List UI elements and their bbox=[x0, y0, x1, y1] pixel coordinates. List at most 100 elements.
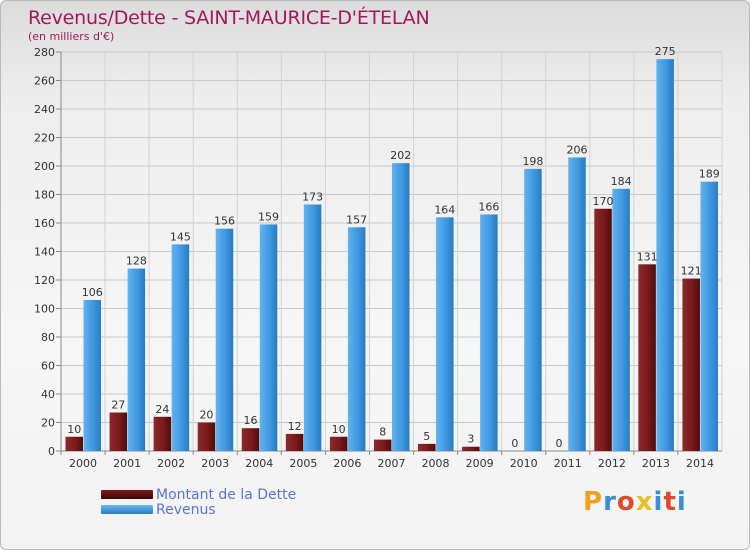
bar-dette bbox=[682, 278, 700, 451]
data-label: 12 bbox=[288, 420, 302, 433]
bar-dette bbox=[241, 428, 260, 451]
data-label: 170 bbox=[593, 195, 614, 208]
bar-revenus bbox=[392, 163, 410, 451]
grid-lines bbox=[60, 51, 723, 452]
bar-revenus bbox=[480, 214, 498, 451]
data-labels: 10 27 24 20 16 12 10 8 5 3 0 0 170 131 121 106 128 145 156… bbox=[67, 45, 719, 450]
bar-dette bbox=[285, 433, 304, 451]
y-tick-label: 200 bbox=[34, 160, 55, 173]
y-tick-label: 40 bbox=[41, 388, 55, 401]
x-tick-label: 2003 bbox=[201, 457, 229, 470]
bar-revenus bbox=[612, 188, 630, 452]
legend-swatch-revenus bbox=[101, 505, 153, 514]
x-tick-label: 2002 bbox=[157, 457, 185, 470]
bar-revenus bbox=[259, 224, 278, 451]
y-tick-label: 0 bbox=[48, 445, 55, 458]
logo-letter: i bbox=[653, 487, 664, 517]
data-label: 189 bbox=[699, 168, 720, 181]
chart-title: Revenus/Dette - SAINT-MAURICE-D'ÉTELAN bbox=[28, 7, 430, 29]
data-label: 145 bbox=[170, 230, 191, 243]
x-tick-label: 2013 bbox=[642, 457, 670, 470]
bar-dette bbox=[329, 436, 348, 451]
bar-revenus bbox=[127, 268, 146, 451]
bar-dette bbox=[65, 436, 83, 451]
bar-revenus bbox=[215, 228, 234, 451]
bar-revenus bbox=[171, 244, 190, 451]
y-tick-label: 80 bbox=[41, 331, 55, 344]
y-tick-label: 60 bbox=[41, 360, 55, 373]
data-label: 206 bbox=[567, 143, 588, 156]
x-tick-label: 2006 bbox=[333, 457, 361, 470]
bar-dette bbox=[153, 416, 172, 451]
data-label: 128 bbox=[126, 255, 147, 268]
data-label: 166 bbox=[478, 200, 499, 213]
bar-dette bbox=[594, 208, 612, 451]
proxiti-logo: Proxiti bbox=[583, 487, 687, 517]
data-label: 24 bbox=[155, 403, 169, 416]
data-label: 5 bbox=[423, 430, 430, 443]
data-label: 164 bbox=[434, 203, 455, 216]
bar-revenus bbox=[83, 299, 102, 451]
bar-revenus bbox=[700, 181, 718, 452]
logo-letter: P bbox=[583, 487, 604, 517]
x-tick-label: 2005 bbox=[289, 457, 317, 470]
legend-swatch-debt bbox=[101, 490, 153, 499]
bar-revenus bbox=[524, 168, 542, 451]
data-label: 27 bbox=[111, 399, 125, 412]
y-tick-label: 160 bbox=[34, 217, 55, 230]
data-label: 173 bbox=[302, 190, 323, 203]
data-label: 157 bbox=[346, 213, 367, 226]
bar-dette bbox=[197, 422, 216, 451]
y-tick-label: 260 bbox=[34, 75, 55, 88]
data-label: 10 bbox=[332, 423, 346, 436]
data-label: 184 bbox=[611, 175, 632, 188]
x-tick-label: 2012 bbox=[598, 457, 626, 470]
data-label: 0 bbox=[511, 437, 518, 450]
y-tick-label: 120 bbox=[34, 274, 55, 287]
chart-subtitle: (en milliers d'€) bbox=[28, 30, 115, 43]
bar-dette bbox=[418, 443, 436, 451]
data-label: 20 bbox=[199, 409, 213, 422]
logo-letter: o bbox=[616, 487, 636, 517]
y-tick-label: 180 bbox=[34, 189, 55, 202]
data-label: 198 bbox=[522, 155, 543, 168]
x-tick-label: 2011 bbox=[554, 457, 582, 470]
y-tick-label: 240 bbox=[34, 103, 55, 116]
data-label: 121 bbox=[681, 265, 702, 278]
data-label: 3 bbox=[467, 433, 474, 446]
data-label: 0 bbox=[555, 437, 562, 450]
logo-letter: i bbox=[676, 487, 687, 517]
y-tick-label: 280 bbox=[34, 46, 55, 59]
bar-revenus bbox=[347, 227, 366, 451]
bar-dette bbox=[638, 264, 656, 451]
bar-revenus bbox=[436, 217, 454, 451]
logo-letter: t bbox=[663, 487, 677, 517]
y-tick-label: 140 bbox=[34, 246, 55, 259]
logo-letter: x bbox=[635, 487, 654, 517]
bar-dette bbox=[462, 446, 480, 451]
legend-label-revenus: Revenus bbox=[156, 502, 216, 518]
x-tick-label: 2009 bbox=[466, 457, 494, 470]
bars bbox=[65, 59, 718, 452]
data-label: 8 bbox=[379, 426, 386, 439]
legend-label-debt: Montant de la Dette bbox=[156, 487, 297, 503]
data-label: 156 bbox=[214, 215, 235, 228]
bar-revenus bbox=[656, 59, 674, 451]
x-tick-label: 2001 bbox=[113, 457, 141, 470]
x-tick-label: 2007 bbox=[378, 457, 406, 470]
y-tick-label: 220 bbox=[34, 132, 55, 145]
x-tick-label: 2010 bbox=[510, 457, 538, 470]
bar-dette bbox=[109, 412, 128, 451]
logo-letter: r bbox=[603, 487, 617, 517]
data-label: 16 bbox=[244, 414, 258, 427]
bar-dette bbox=[373, 439, 392, 451]
data-label: 202 bbox=[390, 149, 411, 162]
data-label: 10 bbox=[67, 423, 81, 436]
x-tick-label: 2000 bbox=[69, 457, 97, 470]
x-tick-label: 2004 bbox=[245, 457, 273, 470]
x-tick-label: 2008 bbox=[422, 457, 450, 470]
y-tick-label: 100 bbox=[34, 303, 55, 316]
data-label: 131 bbox=[637, 250, 658, 263]
